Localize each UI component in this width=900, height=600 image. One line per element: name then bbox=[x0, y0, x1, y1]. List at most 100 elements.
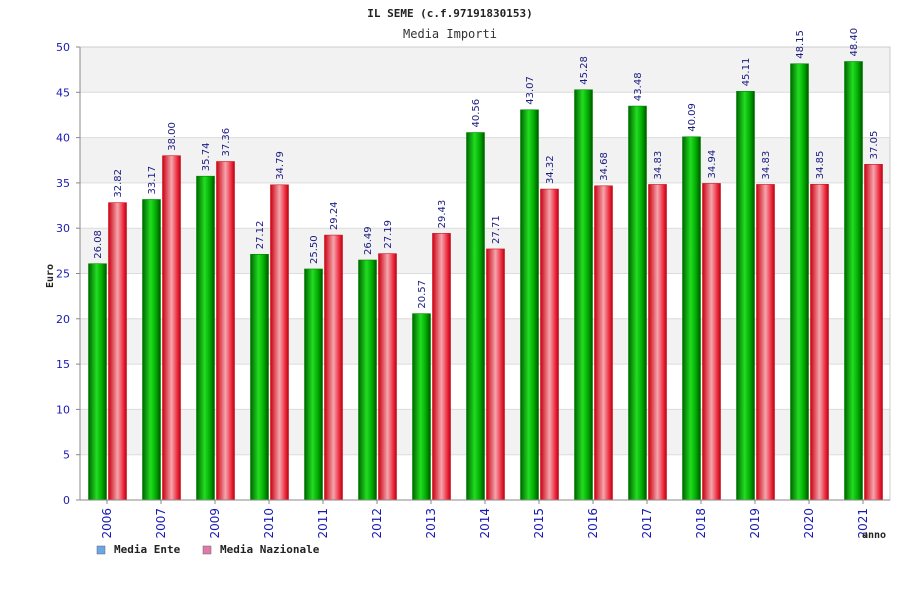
data-label: 40.09 bbox=[687, 103, 698, 132]
bar bbox=[412, 313, 431, 501]
data-label: 27.71 bbox=[491, 215, 502, 244]
data-label: 33.17 bbox=[147, 166, 158, 195]
legend-label: Media Ente bbox=[114, 543, 181, 556]
bar bbox=[378, 253, 397, 501]
data-label: 34.68 bbox=[599, 152, 610, 181]
x-tick-label: 2013 bbox=[424, 508, 438, 539]
y-tick-label: 35 bbox=[56, 177, 70, 190]
data-label: 37.36 bbox=[221, 128, 232, 157]
bar bbox=[250, 253, 269, 501]
y-tick-label: 10 bbox=[56, 403, 70, 416]
bars bbox=[88, 61, 883, 501]
bar bbox=[358, 259, 377, 501]
x-tick-label: 2012 bbox=[370, 508, 384, 539]
bar bbox=[594, 185, 613, 501]
y-tick-label: 25 bbox=[56, 268, 70, 281]
data-label: 34.83 bbox=[761, 151, 772, 180]
bar bbox=[162, 155, 181, 501]
chart-subtitle: Media Importi bbox=[403, 27, 497, 41]
data-label: 27.12 bbox=[255, 221, 266, 250]
data-label: 48.40 bbox=[849, 28, 860, 57]
data-label: 45.11 bbox=[741, 58, 752, 87]
bar bbox=[682, 136, 701, 501]
data-label: 43.48 bbox=[633, 72, 644, 101]
data-label: 29.24 bbox=[329, 201, 340, 230]
x-tick-label: 2011 bbox=[316, 508, 330, 539]
data-label: 26.49 bbox=[363, 226, 374, 255]
x-tick-label: 2019 bbox=[748, 508, 762, 539]
x-tick-label: 2006 bbox=[100, 508, 114, 539]
x-tick-label: 2016 bbox=[586, 508, 600, 539]
x-tick-label: 2007 bbox=[154, 508, 168, 539]
grid-band bbox=[80, 137, 890, 183]
bar bbox=[304, 268, 323, 501]
x-tick-label: 2018 bbox=[694, 508, 708, 539]
y-tick-label: 20 bbox=[56, 313, 70, 326]
x-tick-label: 2009 bbox=[208, 508, 222, 539]
y-tick-labels: 0 5 10 15 20 25 30 35 40 45 50 bbox=[56, 41, 70, 507]
bar bbox=[628, 105, 647, 501]
data-label: 35.74 bbox=[201, 143, 212, 172]
bar bbox=[810, 183, 829, 501]
y-tick-label: 45 bbox=[56, 86, 70, 99]
bar bbox=[756, 184, 775, 501]
bar bbox=[432, 233, 451, 501]
x-axis-label: anno bbox=[862, 530, 886, 541]
y-axis-label: Euro bbox=[45, 264, 56, 288]
y-tick-label: 50 bbox=[56, 41, 70, 54]
grid-band bbox=[80, 318, 890, 365]
x-tick-labels: 2006 2007 2009 2010 2011 2012 2013 2014 2015 2016… bbox=[100, 500, 870, 539]
data-label: 34.94 bbox=[707, 150, 718, 179]
x-tick-label: 2010 bbox=[262, 508, 276, 539]
data-label: 45.28 bbox=[579, 56, 590, 85]
bar bbox=[702, 183, 721, 501]
data-label: 25.50 bbox=[309, 235, 320, 264]
bar bbox=[466, 132, 485, 501]
legend: Media Ente Media Nazionale bbox=[96, 543, 320, 556]
grid-band bbox=[80, 228, 890, 274]
data-label: 40.56 bbox=[471, 99, 482, 128]
bar bbox=[648, 184, 667, 501]
data-label: 27.19 bbox=[383, 220, 394, 249]
data-label: 34.32 bbox=[545, 155, 556, 184]
legend-swatch bbox=[96, 545, 106, 555]
data-label: 34.83 bbox=[653, 151, 664, 180]
y-tick-label: 40 bbox=[56, 132, 70, 145]
bar bbox=[864, 164, 883, 501]
bar bbox=[88, 263, 107, 501]
bar bbox=[216, 161, 235, 501]
bar bbox=[574, 89, 593, 501]
value-labels: 26.08 32.82 33.17 38.00 35.74 37.36 27.12 34.79… bbox=[93, 28, 880, 309]
grid-band bbox=[80, 409, 890, 455]
bar bbox=[486, 248, 505, 501]
y-tick-label: 5 bbox=[63, 449, 70, 462]
bar bbox=[142, 199, 161, 501]
y-tick-label: 30 bbox=[56, 222, 70, 235]
data-label: 48.15 bbox=[795, 30, 806, 59]
data-label: 34.79 bbox=[275, 151, 286, 180]
data-label: 29.43 bbox=[437, 200, 448, 229]
legend-label: Media Nazionale bbox=[220, 543, 320, 556]
y-tick-label: 0 bbox=[63, 494, 70, 507]
bar bbox=[844, 61, 863, 501]
bar bbox=[736, 91, 755, 501]
y-tick-label: 15 bbox=[56, 358, 70, 371]
chart-title: IL SEME (c.f.97191830153) bbox=[367, 7, 533, 20]
data-label: 37.05 bbox=[869, 131, 880, 160]
data-label: 20.57 bbox=[417, 280, 428, 309]
bar bbox=[270, 184, 289, 501]
grid-band bbox=[80, 47, 890, 93]
x-tick-label: 2017 bbox=[640, 508, 654, 539]
legend-swatch bbox=[202, 545, 212, 555]
x-tick-label: 2014 bbox=[478, 508, 492, 539]
data-label: 34.85 bbox=[815, 151, 826, 180]
bar bbox=[540, 188, 559, 501]
data-label: 38.00 bbox=[167, 122, 178, 151]
data-label: 32.82 bbox=[113, 169, 124, 198]
data-label: 43.07 bbox=[525, 76, 536, 105]
bar bbox=[520, 109, 539, 501]
bar bbox=[196, 175, 215, 501]
x-tick-label: 2020 bbox=[802, 508, 816, 539]
bar bbox=[108, 202, 127, 501]
